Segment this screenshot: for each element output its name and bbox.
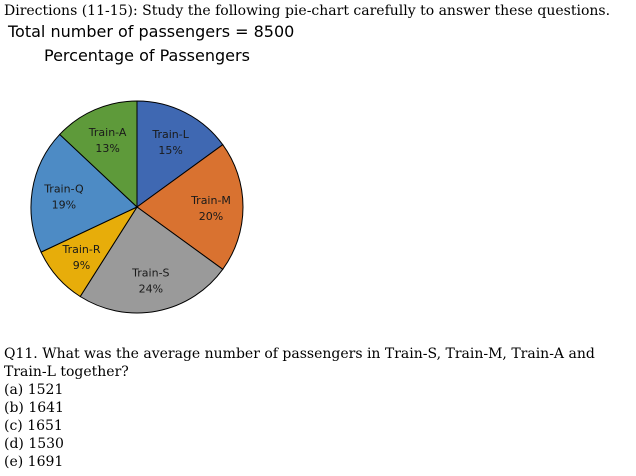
pie-slice-train-q (30, 133, 138, 253)
pie-chart: Train-L 15% Train-M 20% Train-S 24% Train-R 9% T… (30, 100, 244, 314)
slice-value-label: 9% (73, 259, 90, 272)
slice-label: Train-A (88, 126, 127, 139)
slice-value-label: 20% (199, 210, 223, 223)
question-text: Q11. What was the average number of pass… (4, 346, 595, 380)
pie-slice-train-m (136, 143, 244, 271)
slice-value-label: 13% (95, 142, 119, 155)
answer-options: (a) 1521 (b) 1641 (c) 1651 (d) 1530 (e) … (4, 381, 64, 471)
slice-value-label: 15% (158, 144, 182, 157)
option-b[interactable]: (b) 1641 (4, 400, 64, 416)
option-d[interactable]: (d) 1530 (4, 436, 64, 452)
slice-label: Train-M (190, 194, 231, 207)
option-a[interactable]: (a) 1521 (4, 382, 64, 398)
slice-value-label: 24% (139, 283, 163, 296)
chart-title: Total number of passengers = 8500 (8, 22, 295, 41)
pie-slice-train-a (59, 100, 138, 209)
directions-text: Directions (11-15): Study the following … (4, 3, 611, 19)
slice-label: Train-S (131, 267, 169, 280)
pie-slice-train-l (136, 100, 224, 208)
option-e[interactable]: (e) 1691 (4, 454, 64, 470)
option-c[interactable]: (c) 1651 (4, 418, 63, 434)
pie-slice-train-s (79, 206, 224, 314)
slice-label: Train-L (151, 128, 189, 141)
slice-label: Train-Q (43, 182, 84, 195)
slice-label: Train-R (61, 243, 100, 256)
chart-subtitle: Percentage of Passengers (44, 46, 250, 65)
slice-value-label: 19% (52, 198, 76, 211)
